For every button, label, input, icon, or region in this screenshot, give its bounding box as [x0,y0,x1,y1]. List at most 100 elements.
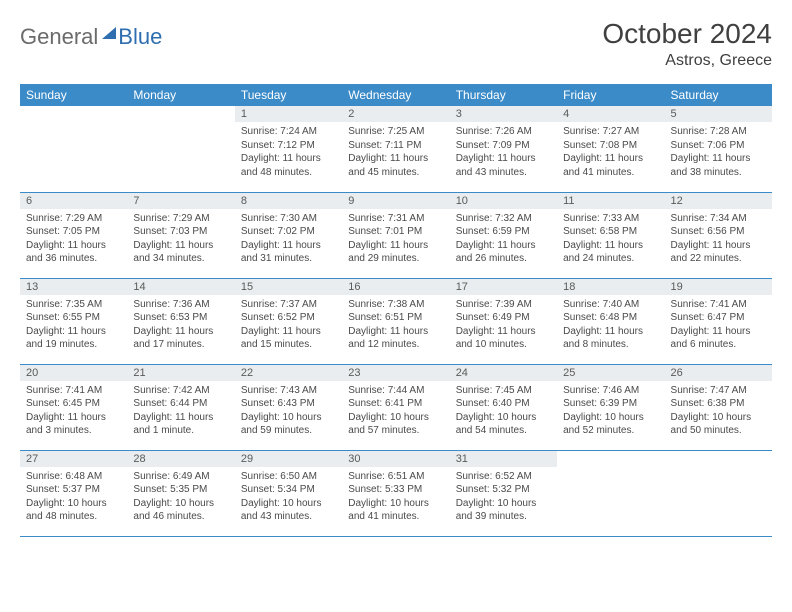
page-title: October 2024 [602,18,772,50]
day-line: Daylight: 11 hours [563,239,658,253]
day-line: Sunrise: 7:28 AM [671,125,766,139]
day-line: Daylight: 11 hours [456,239,551,253]
day-line: Sunrise: 7:25 AM [348,125,443,139]
calendar-cell: 25Sunrise: 7:46 AMSunset: 6:39 PMDayligh… [557,364,664,450]
day-line: Sunrise: 7:40 AM [563,298,658,312]
day-line: Sunset: 7:08 PM [563,139,658,153]
day-line: Sunset: 7:09 PM [456,139,551,153]
calendar-cell: 27Sunrise: 6:48 AMSunset: 5:37 PMDayligh… [20,450,127,536]
day-line: Daylight: 11 hours [26,325,121,339]
day-line: and 15 minutes. [241,338,336,352]
calendar-cell: 15Sunrise: 7:37 AMSunset: 6:52 PMDayligh… [235,278,342,364]
day-details: Sunrise: 7:24 AMSunset: 7:12 PMDaylight:… [235,122,342,183]
day-line: Daylight: 11 hours [456,325,551,339]
day-line: Sunset: 6:45 PM [26,397,121,411]
weekday-header: Wednesday [342,84,449,106]
day-details: Sunrise: 7:36 AMSunset: 6:53 PMDaylight:… [127,295,234,356]
day-line: Daylight: 11 hours [241,325,336,339]
day-line: Sunrise: 7:43 AM [241,384,336,398]
day-details: Sunrise: 7:39 AMSunset: 6:49 PMDaylight:… [450,295,557,356]
day-line: and 31 minutes. [241,252,336,266]
weekday-header: Tuesday [235,84,342,106]
day-details: Sunrise: 6:51 AMSunset: 5:33 PMDaylight:… [342,467,449,528]
day-line: and 59 minutes. [241,424,336,438]
day-line: Daylight: 11 hours [133,325,228,339]
day-details: Sunrise: 7:42 AMSunset: 6:44 PMDaylight:… [127,381,234,442]
day-details: Sunrise: 7:32 AMSunset: 6:59 PMDaylight:… [450,209,557,270]
day-number: 17 [450,279,557,295]
day-line: Daylight: 11 hours [348,325,443,339]
calendar-cell: 5Sunrise: 7:28 AMSunset: 7:06 PMDaylight… [665,106,772,192]
day-line: Sunset: 6:38 PM [671,397,766,411]
day-details: Sunrise: 7:29 AMSunset: 7:03 PMDaylight:… [127,209,234,270]
page-subtitle: Astros, Greece [602,52,772,70]
title-block: October 2024 Astros, Greece [602,18,772,70]
day-line: Daylight: 10 hours [348,497,443,511]
day-number: 11 [557,193,664,209]
day-line: Sunrise: 6:49 AM [133,470,228,484]
day-line: and 34 minutes. [133,252,228,266]
day-number: 21 [127,365,234,381]
calendar-cell: 14Sunrise: 7:36 AMSunset: 6:53 PMDayligh… [127,278,234,364]
day-line: Sunset: 6:58 PM [563,225,658,239]
day-line: Sunrise: 7:33 AM [563,212,658,226]
day-line: Sunset: 6:52 PM [241,311,336,325]
day-line: Daylight: 10 hours [456,411,551,425]
day-number: 16 [342,279,449,295]
day-line: Sunset: 6:48 PM [563,311,658,325]
day-line: Daylight: 11 hours [348,152,443,166]
day-details: Sunrise: 7:43 AMSunset: 6:43 PMDaylight:… [235,381,342,442]
day-line: Sunrise: 7:39 AM [456,298,551,312]
calendar-cell: 31Sunrise: 6:52 AMSunset: 5:32 PMDayligh… [450,450,557,536]
day-number: 26 [665,365,772,381]
calendar-cell: 3Sunrise: 7:26 AMSunset: 7:09 PMDaylight… [450,106,557,192]
day-number: 24 [450,365,557,381]
day-line: and 29 minutes. [348,252,443,266]
day-line: Daylight: 11 hours [133,411,228,425]
day-number: 6 [20,193,127,209]
day-line: Daylight: 11 hours [456,152,551,166]
day-line: Daylight: 11 hours [26,239,121,253]
calendar-cell [127,106,234,192]
day-line: Daylight: 11 hours [133,239,228,253]
day-line: Sunset: 5:35 PM [133,483,228,497]
calendar-cell: 9Sunrise: 7:31 AMSunset: 7:01 PMDaylight… [342,192,449,278]
day-number: 1 [235,106,342,122]
day-details: Sunrise: 7:28 AMSunset: 7:06 PMDaylight:… [665,122,772,183]
day-line: Sunset: 7:01 PM [348,225,443,239]
day-details: Sunrise: 6:48 AMSunset: 5:37 PMDaylight:… [20,467,127,528]
calendar-cell: 17Sunrise: 7:39 AMSunset: 6:49 PMDayligh… [450,278,557,364]
day-line: Daylight: 11 hours [26,411,121,425]
calendar-cell: 11 Sunrise: 7:33 AMSunset: 6:58 PMDayligh… [557,192,664,278]
day-line: Sunset: 5:33 PM [348,483,443,497]
day-line: Sunset: 5:37 PM [26,483,121,497]
day-line: Sunset: 6:55 PM [26,311,121,325]
day-line: and 41 minutes. [348,510,443,524]
day-details: Sunrise: 7:26 AMSunset: 7:09 PMDaylight:… [450,122,557,183]
day-details: Sunrise: 7:41 AMSunset: 6:47 PMDaylight:… [665,295,772,356]
day-number: 3 [450,106,557,122]
calendar-cell: 28Sunrise: 6:49 AMSunset: 5:35 PMDayligh… [127,450,234,536]
day-line: and 57 minutes. [348,424,443,438]
weekday-header: Friday [557,84,664,106]
day-details: Sunrise: 6:50 AMSunset: 5:34 PMDaylight:… [235,467,342,528]
day-line: and 46 minutes. [133,510,228,524]
calendar-cell: 20Sunrise: 7:41 AMSunset: 6:45 PMDayligh… [20,364,127,450]
calendar-cell: 30Sunrise: 6:51 AMSunset: 5:33 PMDayligh… [342,450,449,536]
day-line: and 50 minutes. [671,424,766,438]
day-line: Daylight: 11 hours [671,152,766,166]
calendar-cell: 10Sunrise: 7:32 AMSunset: 6:59 PMDayligh… [450,192,557,278]
day-line: and 10 minutes. [456,338,551,352]
day-line: Daylight: 11 hours [563,152,658,166]
calendar-row: 27Sunrise: 6:48 AMSunset: 5:37 PMDayligh… [20,450,772,536]
day-line: and 48 minutes. [26,510,121,524]
calendar-cell: 29Sunrise: 6:50 AMSunset: 5:34 PMDayligh… [235,450,342,536]
day-line: Sunrise: 7:32 AM [456,212,551,226]
day-line: Sunrise: 7:30 AM [241,212,336,226]
day-number: 12 [665,193,772,209]
calendar-cell: 6Sunrise: 7:29 AMSunset: 7:05 PMDaylight… [20,192,127,278]
day-number: 7 [127,193,234,209]
day-details: Sunrise: 7:27 AMSunset: 7:08 PMDaylight:… [557,122,664,183]
day-number: 23 [342,365,449,381]
day-line: Sunset: 6:40 PM [456,397,551,411]
